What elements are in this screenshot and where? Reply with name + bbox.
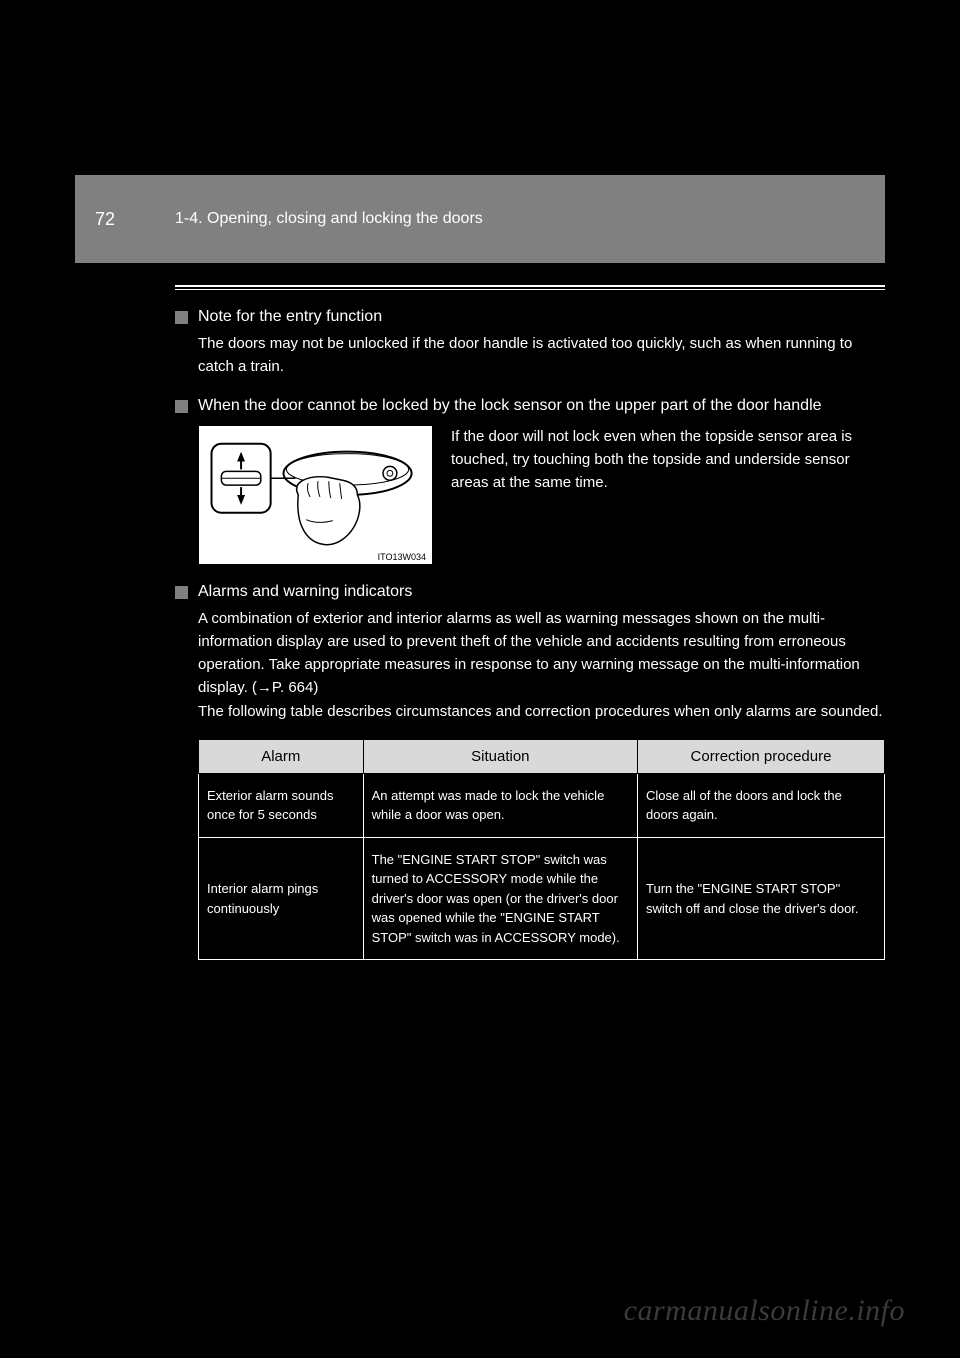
table-row: Exterior alarm sounds once for 5 seconds… bbox=[199, 773, 885, 837]
figure-row: ITO13W034 If the door will not lock even… bbox=[198, 425, 885, 565]
divider bbox=[175, 285, 885, 290]
bullet-row: Note for the entry function bbox=[175, 308, 885, 326]
table-cell: Turn the "ENGINE START STOP" switch off … bbox=[638, 837, 885, 960]
page-number: 72 bbox=[95, 209, 115, 230]
table-row: Interior alarm pings continuouslyThe "EN… bbox=[199, 837, 885, 960]
table-cell: Exterior alarm sounds once for 5 seconds bbox=[199, 773, 364, 837]
door-handle-illustration bbox=[199, 426, 432, 564]
table-cell: An attempt was made to lock the vehicle … bbox=[363, 773, 637, 837]
block-title: Note for the entry function bbox=[198, 308, 382, 326]
square-bullet-icon bbox=[175, 311, 188, 324]
block-entry-function: Note for the entry function The doors ma… bbox=[175, 308, 885, 379]
table-cell: The "ENGINE START STOP" switch was turne… bbox=[363, 837, 637, 960]
watermark: carmanualsonline.info bbox=[624, 1294, 905, 1328]
content-area: Note for the entry function The doors ma… bbox=[175, 285, 885, 978]
section-title: 1-4. Opening, closing and locking the do… bbox=[175, 210, 483, 228]
table-cell: Close all of the doors and lock the door… bbox=[638, 773, 885, 837]
figure-label: ITO13W034 bbox=[378, 552, 426, 562]
block-lock-sensor: When the door cannot be locked by the lo… bbox=[175, 397, 885, 565]
bullet-row: Alarms and warning indicators bbox=[175, 583, 885, 601]
table-header-row: Alarm Situation Correction procedure bbox=[199, 739, 885, 773]
bullet-row: When the door cannot be locked by the lo… bbox=[175, 397, 885, 415]
th-alarm: Alarm bbox=[199, 739, 364, 773]
block-text: The doors may not be unlocked if the doo… bbox=[198, 332, 885, 379]
block-alarms: Alarms and warning indicators A combinat… bbox=[175, 583, 885, 961]
alarm-text: A combination of exterior and interior a… bbox=[198, 607, 885, 723]
square-bullet-icon bbox=[175, 400, 188, 413]
block-title: When the door cannot be locked by the lo… bbox=[198, 397, 822, 415]
alarm-table-wrap: Alarm Situation Correction procedure Ext… bbox=[198, 739, 885, 961]
square-bullet-icon bbox=[175, 586, 188, 599]
table-cell: Interior alarm pings continuously bbox=[199, 837, 364, 960]
alarm-table: Alarm Situation Correction procedure Ext… bbox=[198, 739, 885, 961]
page-header: 72 1-4. Opening, closing and locking the… bbox=[75, 175, 885, 263]
block-title: Alarms and warning indicators bbox=[198, 583, 412, 601]
th-situation: Situation bbox=[363, 739, 637, 773]
door-handle-figure: ITO13W034 bbox=[198, 425, 433, 565]
th-correction: Correction procedure bbox=[638, 739, 885, 773]
figure-caption: If the door will not lock even when the … bbox=[451, 425, 885, 565]
